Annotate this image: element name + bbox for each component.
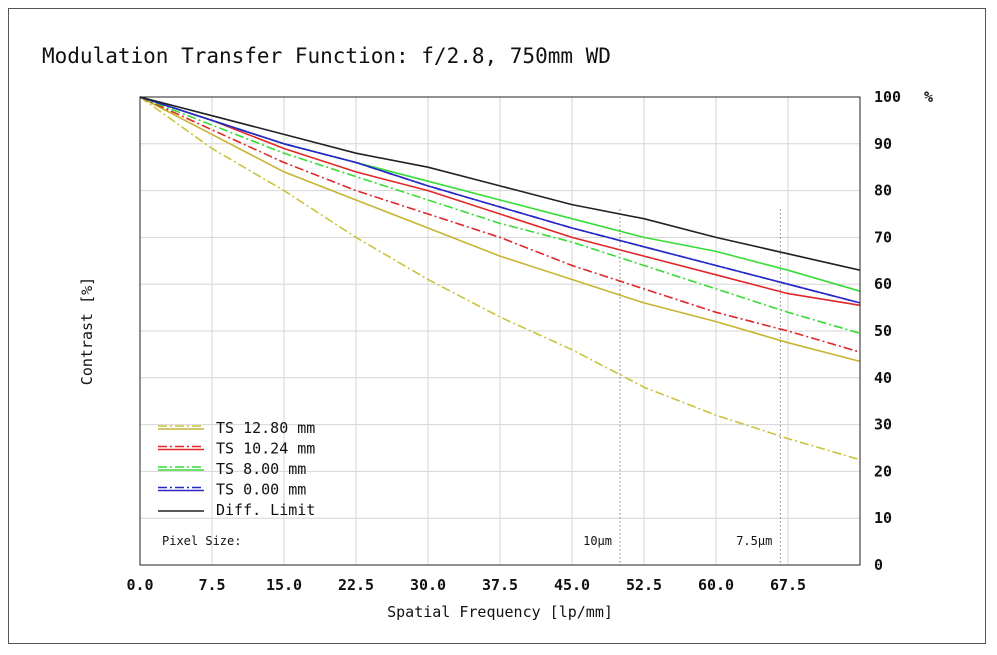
legend-label: TS 0.00 mm xyxy=(216,481,306,499)
series-line xyxy=(139,96,861,353)
pixel-size-marker-label: 10μm xyxy=(583,534,612,548)
y-tick-label: 0 xyxy=(874,556,883,574)
y-tick-label: 10 xyxy=(874,509,892,527)
x-tick-labels: 0.0 7.5 15.0 22.5 30.0 37.5 45.0 52.5 60.0 67.5 xyxy=(126,576,806,594)
x-tick-label: 37.5 xyxy=(482,576,518,594)
series-line xyxy=(139,96,861,307)
x-tick-label: 22.5 xyxy=(338,576,374,594)
y-tick-label: 30 xyxy=(874,416,892,434)
pixel-size-marker-label: 7.5μm xyxy=(736,534,772,548)
series-line xyxy=(139,96,861,304)
legend-label: TS 12.80 mm xyxy=(216,419,315,437)
x-tick-label: 30.0 xyxy=(410,576,446,594)
grid xyxy=(140,96,860,566)
y-tick-label: 100 xyxy=(874,88,901,106)
series-line xyxy=(139,96,861,461)
legend-label: TS 8.00 mm xyxy=(216,460,306,478)
plot-border xyxy=(139,96,861,566)
x-tick-label: 0.0 xyxy=(126,576,153,594)
y-tick-label: 50 xyxy=(874,322,892,340)
x-tick-label: 45.0 xyxy=(554,576,590,594)
series-line xyxy=(139,96,861,363)
y-tick-label: 40 xyxy=(874,369,892,387)
y-tick-labels: 0 10 20 30 40 50 60 70 80 90 100 xyxy=(874,88,901,574)
y-tick-label: 60 xyxy=(874,275,892,293)
pixel-size-markers: 10μm 7.5μm xyxy=(583,209,781,565)
series-line xyxy=(139,96,861,271)
series-lines xyxy=(139,96,861,461)
legend-label: TS 10.24 mm xyxy=(216,440,315,458)
y-tick-label: 90 xyxy=(874,135,892,153)
y-tick-label: 20 xyxy=(874,462,892,480)
x-axis-label: Spatial Frequency [lp/mm] xyxy=(387,603,613,621)
x-tick-label: 60.0 xyxy=(698,576,734,594)
y-tick-label: 80 xyxy=(874,182,892,200)
x-tick-label: 7.5 xyxy=(198,576,225,594)
y-tick-label: 70 xyxy=(874,228,892,246)
x-tick-label: 15.0 xyxy=(266,576,302,594)
chart-title: Modulation Transfer Function: f/2.8, 750… xyxy=(42,44,611,68)
x-tick-label: 52.5 xyxy=(626,576,662,594)
pixel-size-label: Pixel Size: xyxy=(162,534,241,548)
y-unit-label: % xyxy=(924,88,933,106)
legend: TS 12.80 mm TS 10.24 mm TS 8.00 mm TS 0.00 … xyxy=(158,419,315,519)
series-line xyxy=(139,96,861,335)
x-tick-label: 67.5 xyxy=(770,576,806,594)
legend-label: Diff. Limit xyxy=(216,501,315,519)
y-axis-label: Contrast [%] xyxy=(78,277,96,385)
